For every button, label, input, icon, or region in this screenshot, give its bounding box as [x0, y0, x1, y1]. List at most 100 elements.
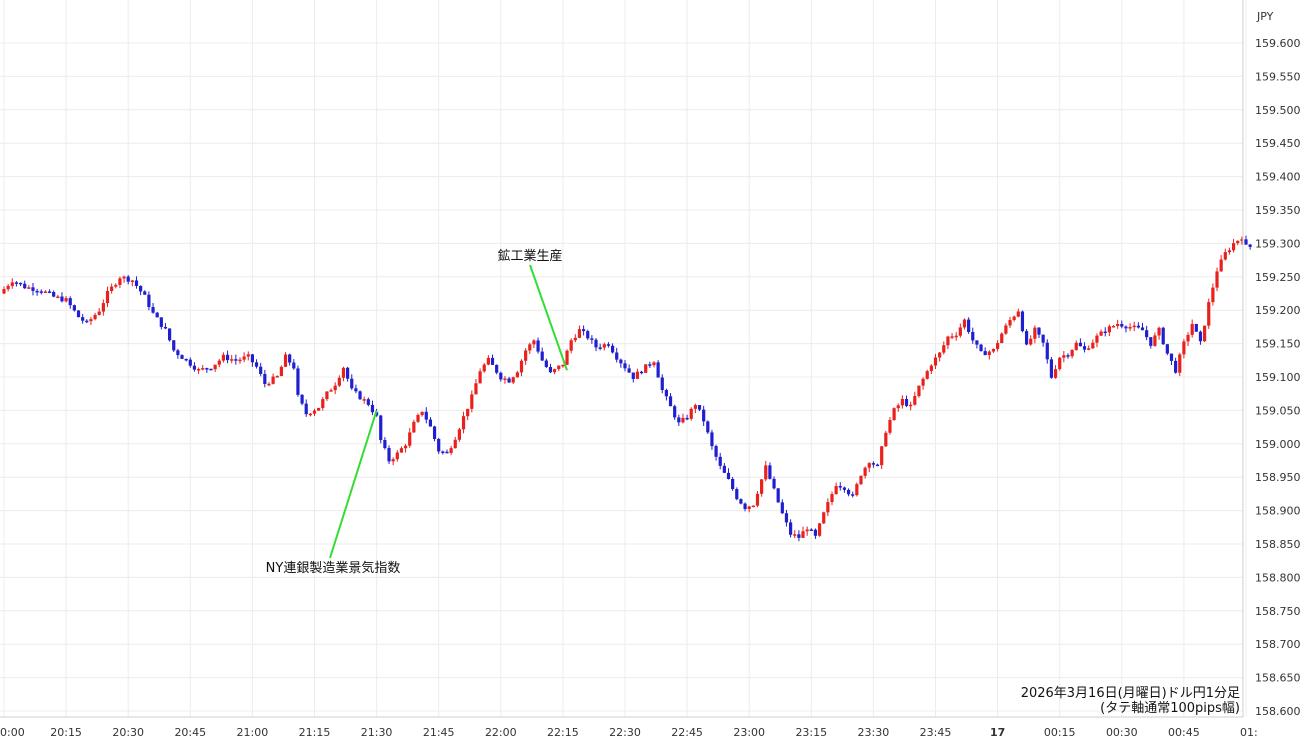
candle-body	[134, 280, 139, 286]
candle-body	[1219, 259, 1223, 272]
candle-body	[1066, 355, 1070, 357]
candle-body	[950, 336, 954, 338]
candle-body	[532, 340, 536, 345]
candle-body	[1223, 252, 1227, 260]
candle-body	[105, 290, 110, 304]
candle-body	[664, 390, 668, 397]
candle-body	[859, 475, 863, 485]
y-tick-label: 159.100	[1255, 371, 1300, 384]
candle-body	[1004, 325, 1008, 334]
candle-body	[610, 345, 615, 353]
candle-body	[56, 296, 60, 298]
candle-body	[333, 385, 337, 391]
candle-body	[582, 329, 586, 332]
candle-body	[1236, 240, 1240, 244]
candle-body	[573, 337, 577, 341]
candle-body	[635, 371, 640, 379]
candle-body	[101, 303, 105, 312]
candle-body	[1215, 271, 1219, 288]
candle-body	[1091, 342, 1095, 349]
candle-body	[263, 373, 267, 384]
candle-body	[851, 494, 855, 496]
candle-body	[1020, 311, 1025, 332]
y-tick-label: 158.700	[1255, 638, 1300, 651]
candle-body	[317, 407, 321, 411]
candle-body	[18, 282, 23, 285]
candle-body	[97, 311, 101, 315]
candle-body	[143, 291, 147, 295]
y-tick-label: 159.150	[1255, 338, 1300, 351]
candle-body	[1053, 369, 1058, 378]
candle-body	[432, 426, 437, 439]
candle-body	[557, 365, 561, 370]
candle-body	[31, 287, 35, 291]
candle-body	[867, 463, 871, 468]
candle-body	[354, 388, 358, 392]
candle-body	[172, 340, 176, 351]
candle-body	[1182, 341, 1186, 355]
y-tick-label: 159.550	[1255, 70, 1300, 83]
candle-body	[1000, 333, 1004, 344]
candle-body	[511, 377, 515, 383]
x-tick-label: 22:15	[547, 726, 579, 739]
candle-body	[644, 364, 648, 373]
candle-body	[697, 405, 702, 410]
candle-body	[677, 417, 681, 423]
candle-body	[842, 487, 847, 490]
candle-body	[486, 357, 490, 365]
candle-body	[383, 440, 387, 449]
candle-body	[1140, 327, 1145, 331]
candle-body	[673, 406, 677, 418]
candle-body	[234, 359, 238, 361]
x-tick-label: 22:45	[671, 726, 703, 739]
candle-body	[296, 368, 300, 395]
candle-body	[875, 464, 880, 467]
candle-body	[731, 479, 735, 490]
candle-body	[639, 371, 644, 374]
candle-body	[760, 479, 764, 494]
candle-body	[122, 276, 126, 279]
candle-body	[242, 356, 246, 360]
candle-body	[1058, 357, 1062, 370]
candle-body	[387, 448, 391, 462]
candle-body	[337, 377, 341, 386]
candle-body	[925, 371, 929, 379]
candle-body	[118, 278, 122, 285]
candle-body	[35, 290, 39, 293]
candle-body	[987, 351, 991, 356]
candle-body	[362, 399, 366, 401]
candle-body	[1120, 323, 1124, 327]
candle-body	[474, 383, 478, 395]
candle-body	[159, 317, 163, 327]
x-tick-label: 21:15	[299, 726, 331, 739]
candle-body	[457, 429, 461, 440]
candle-body	[184, 358, 188, 361]
candle-body	[909, 404, 913, 407]
candle-body	[292, 362, 296, 369]
candle-body	[519, 360, 524, 373]
candle-body	[1194, 323, 1198, 332]
candle-body	[449, 448, 453, 453]
candle-body	[1186, 334, 1190, 342]
candle-body	[888, 419, 892, 433]
candle-body	[329, 390, 333, 392]
candle-body	[1157, 327, 1161, 336]
candle-body	[221, 354, 226, 361]
candle-body	[246, 354, 250, 357]
candle-body	[590, 338, 594, 340]
candle-body	[1037, 327, 1041, 335]
candle-body	[130, 280, 134, 282]
annotation-lines: 鉱工業生産 NY連銀製造業景気指数	[266, 248, 568, 576]
candle-body	[217, 360, 221, 365]
candle-body	[735, 489, 739, 500]
candle-body	[139, 285, 143, 292]
candle-body	[168, 328, 172, 341]
candle-body	[453, 439, 457, 449]
time-axis: 0:00 20:15 20:30 20:45 21:00 21:15 21:30 21:45 2…	[0, 716, 1258, 739]
candle-body	[68, 298, 72, 306]
candle-body	[1207, 302, 1211, 326]
candle-body	[1244, 239, 1248, 245]
candle-body	[6, 285, 10, 290]
candle-body	[126, 276, 130, 282]
candle-body	[1178, 354, 1182, 373]
